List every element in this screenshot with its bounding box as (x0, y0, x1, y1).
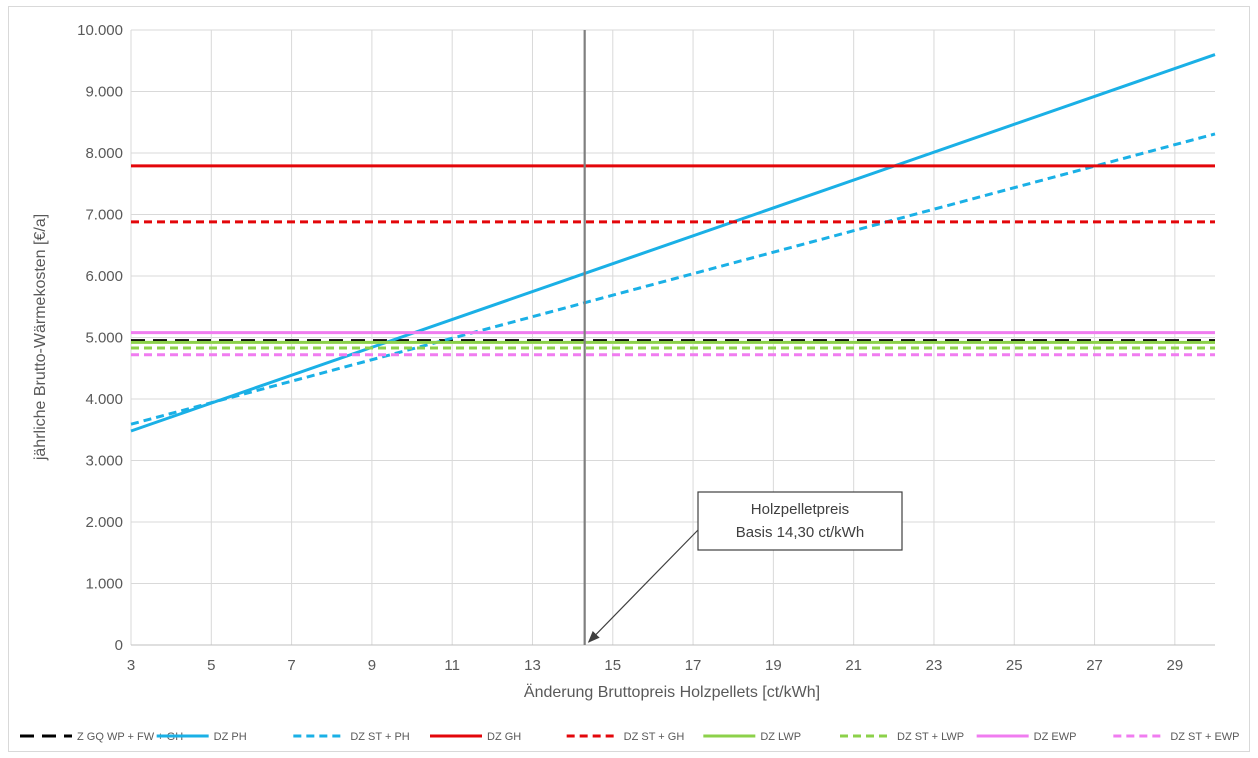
x-axis-title: Änderung Bruttopreis Holzpellets [ct/kWh… (524, 683, 820, 701)
chart-frame (8, 6, 1250, 752)
y-tick-label: 9.000 (85, 84, 123, 101)
x-axis-ticks: 3 5 7 9 11 13 15 17 19 21 23 25 27 29 (127, 657, 1183, 674)
legend-label: DZ GH (487, 731, 521, 743)
y-tick-label: 8.000 (85, 145, 123, 162)
y-tick-label: 4.000 (85, 391, 123, 408)
series-lines (130, 53, 1216, 433)
x-tick-label: 23 (926, 657, 943, 674)
gridlines (130, 29, 1215, 646)
x-tick-label: 11 (444, 657, 460, 674)
y-tick-label: 0 (115, 637, 123, 654)
series-line (130, 132, 1216, 426)
y-tick-label: 10.000 (77, 22, 123, 39)
x-tick-label: 9 (368, 657, 376, 674)
y-tick-label: 3.000 (85, 453, 123, 470)
x-tick-label: 17 (685, 657, 702, 674)
legend-label: Z GQ WP + FW + GH (77, 731, 183, 743)
x-tick-label: 27 (1086, 657, 1103, 674)
legend-label: DZ PH (214, 731, 247, 743)
legend-label: DZ EWP (1034, 731, 1077, 743)
legend-label: DZ ST + GH (624, 731, 685, 743)
y-tick-label: 5.000 (85, 330, 123, 347)
x-tick-label: 13 (524, 657, 541, 674)
x-tick-label: 5 (207, 657, 215, 674)
y-tick-label: 7.000 (85, 207, 123, 224)
y-tick-label: 6.000 (85, 268, 123, 285)
y-tick-label: 2.000 (85, 514, 123, 531)
annotation-arrow (587, 529, 699, 643)
legend-label: DZ LWP (760, 731, 801, 743)
annotation: Holzpelletpreis Basis 14,30 ct/kWh (587, 491, 903, 643)
y-axis-title: jährliche Brutto-Wärmekosten [€/a] (32, 214, 49, 461)
series-line (130, 53, 1216, 433)
x-tick-label: 21 (845, 657, 862, 674)
legend-label: DZ ST + PH (350, 731, 409, 743)
x-tick-label: 25 (1006, 657, 1023, 674)
x-tick-label: 3 (127, 657, 135, 674)
x-tick-label: 29 (1167, 657, 1184, 674)
x-tick-label: 7 (287, 657, 295, 674)
annotation-line-2: Basis 14,30 ct/kWh (736, 524, 864, 541)
y-axis-ticks: 0 1.000 2.000 3.000 4.000 5.000 6.000 7.000 8.00… (77, 22, 123, 654)
y-tick-label: 1.000 (85, 576, 123, 593)
legend-label: DZ ST + LWP (897, 731, 964, 743)
annotation-line-1: Holzpelletpreis (751, 501, 849, 518)
x-tick-label: 19 (765, 657, 782, 674)
legend: Z GQ WP + FW + GH DZ PH DZ ST + PH DZ GH DZ … (20, 731, 1240, 743)
annotation-box (697, 491, 903, 551)
legend-label: DZ ST + EWP (1170, 731, 1239, 743)
x-tick-label: 15 (604, 657, 621, 674)
